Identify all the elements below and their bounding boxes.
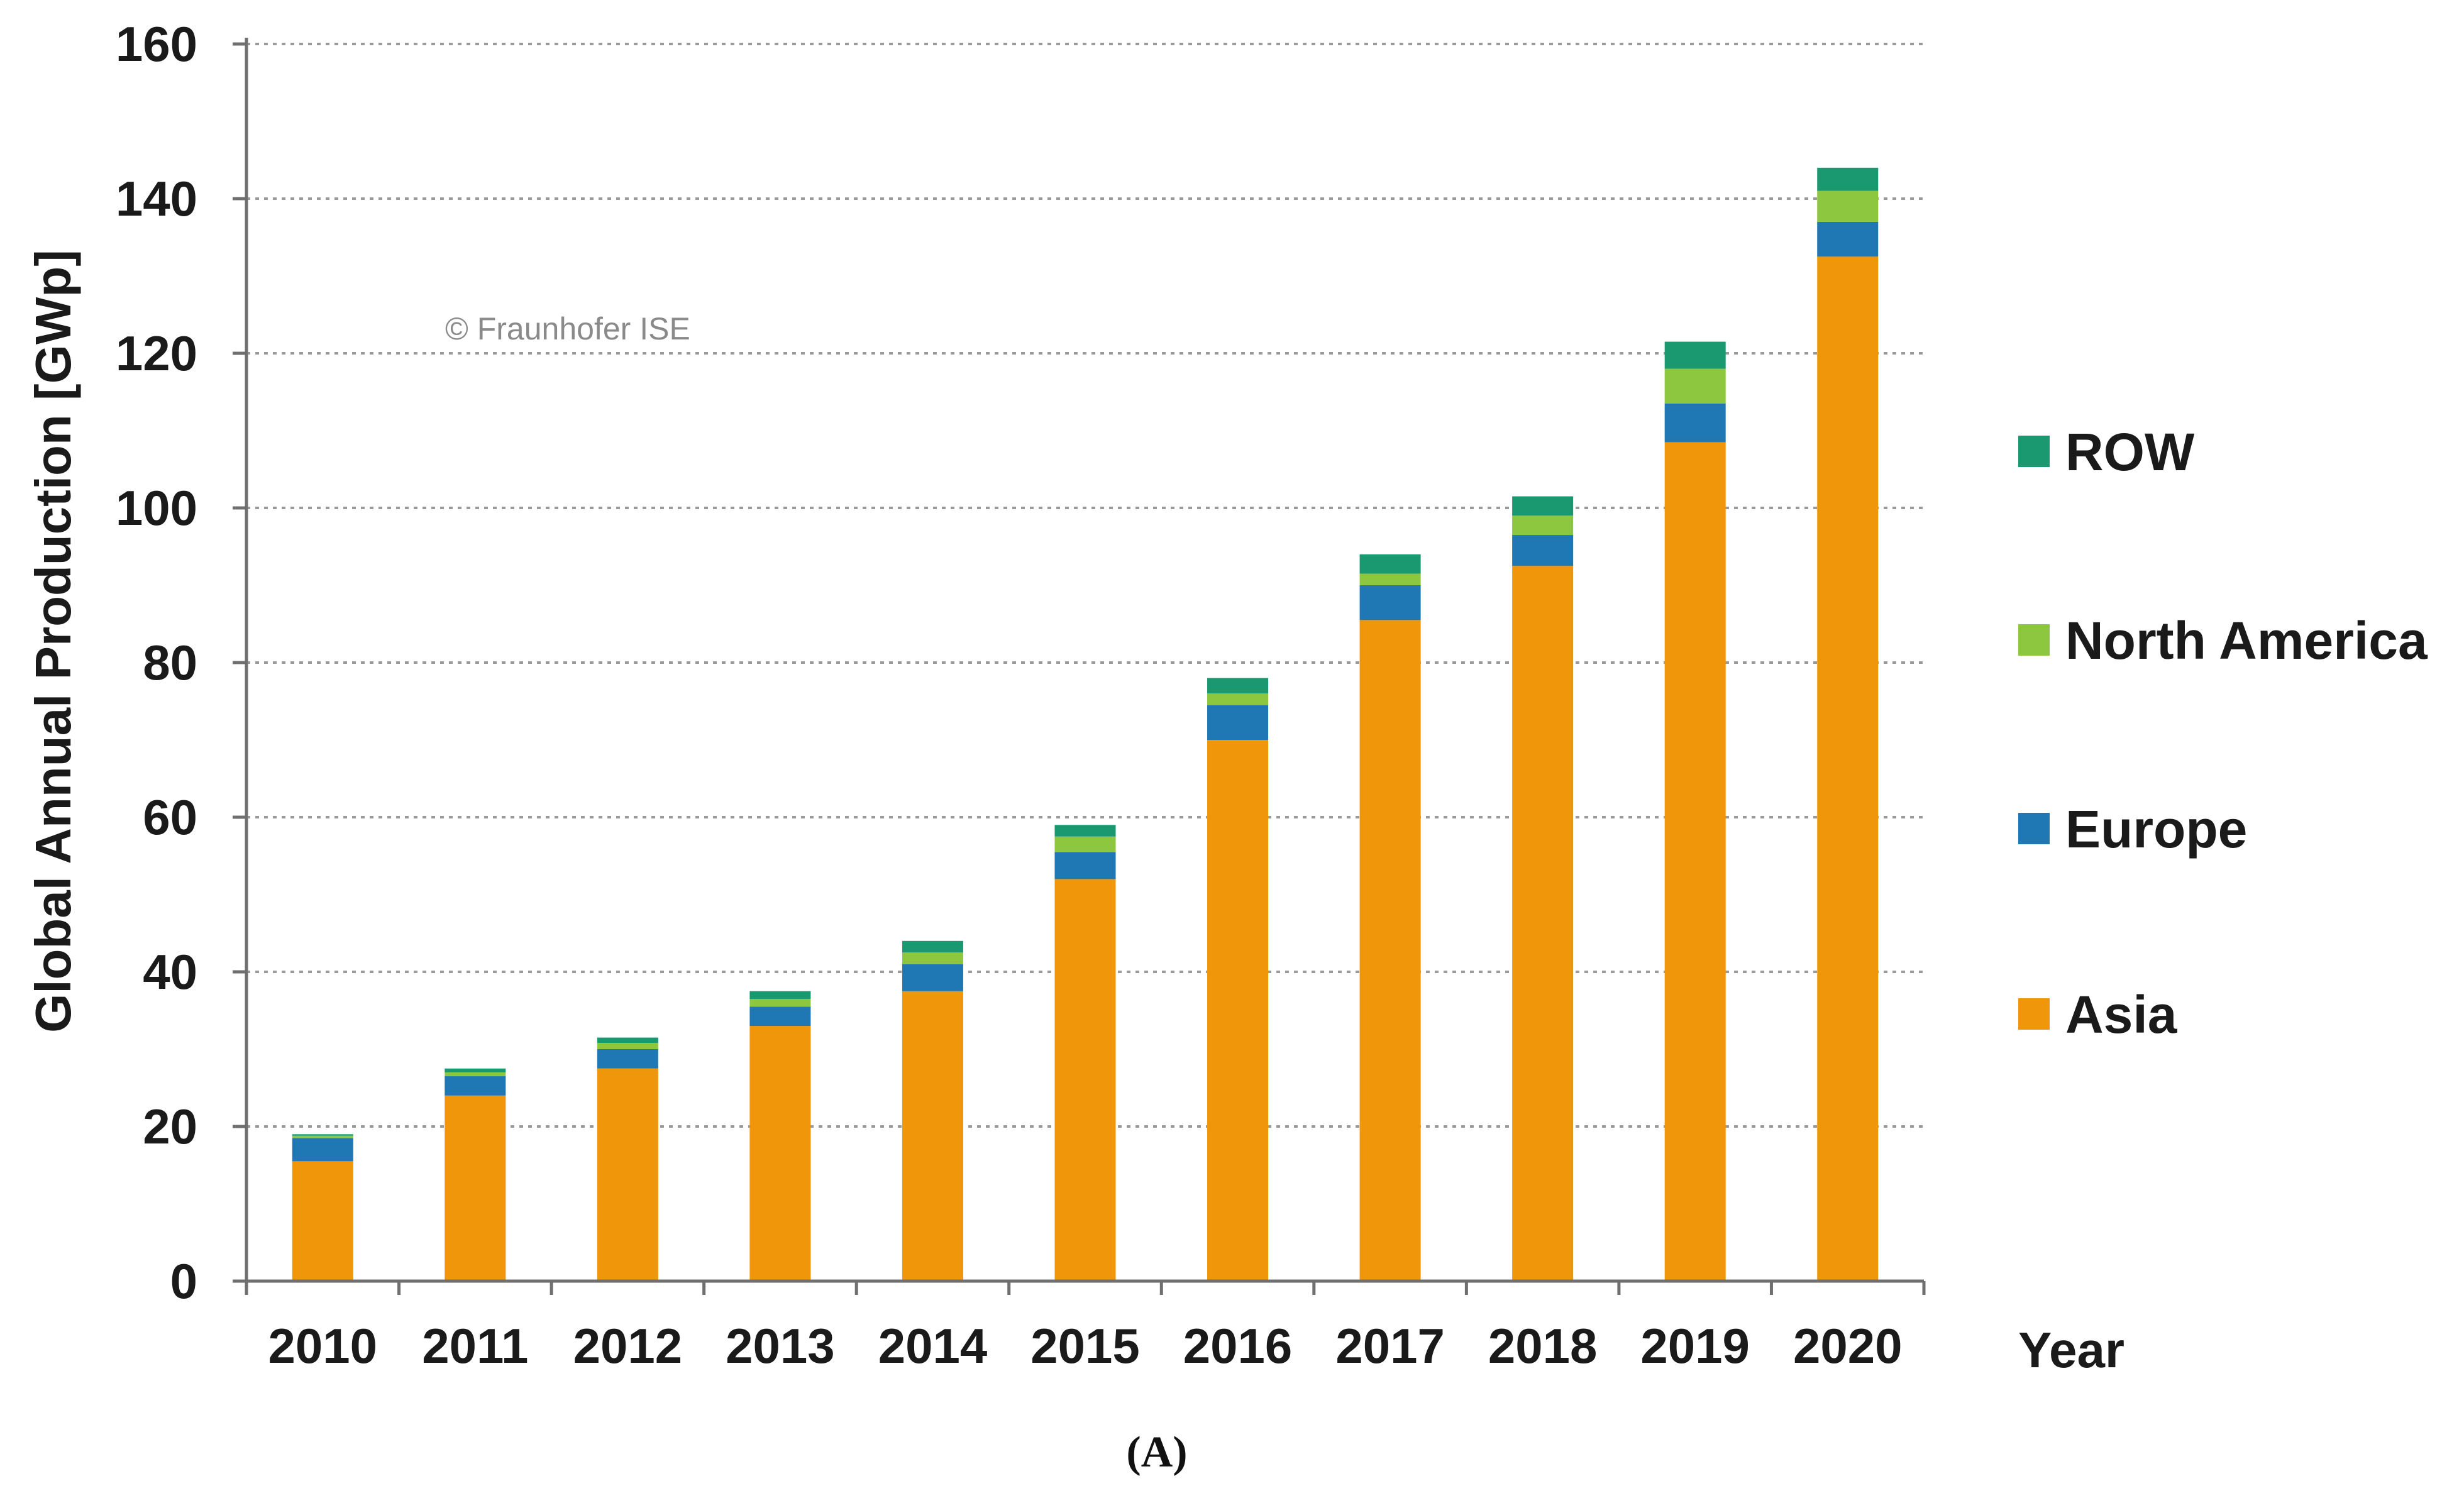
y-tick-label: 40 [143,944,197,1000]
legend-label-asia: Asia [2065,985,2178,1044]
bar-row-2011 [445,1068,506,1072]
x-tick-label: 2019 [1640,1318,1750,1374]
bar-north-america-2013 [749,999,811,1007]
bar-europe-2015 [1054,852,1116,879]
bar-north-america-2018 [1512,515,1574,536]
bar-row-2012 [597,1037,658,1044]
bar-asia-2010 [292,1161,353,1281]
legend-swatch-north-america [2018,624,2050,656]
figure-caption: (A) [1126,1428,1187,1477]
legend: ROW North America Europe Asia [2018,422,2428,1044]
x-tick-label: 2018 [1488,1318,1598,1374]
bar-europe-2013 [749,1006,811,1027]
bar-row-2016 [1207,678,1269,694]
y-tick-labels: 0 20 40 60 80 100 120 140 160 [116,16,197,1309]
bar-europe-2010 [292,1138,353,1162]
bar-asia-2019 [1664,442,1726,1282]
bar-row-2017 [1359,554,1421,574]
legend-swatch-asia [2018,998,2050,1030]
bar-asia-2015 [1054,879,1116,1281]
bar-north-america-2020 [1817,190,1879,222]
bar-row-2010 [292,1134,353,1136]
x-tick-label: 2010 [268,1318,378,1374]
y-tick-label: 20 [143,1099,197,1154]
legend-swatch-europe [2018,813,2050,844]
bar-asia-2017 [1359,620,1421,1281]
bar-north-america-2011 [445,1072,506,1077]
bars [292,167,1879,1282]
bar-europe-2019 [1664,403,1726,443]
x-tick-label: 2014 [878,1318,988,1374]
bar-europe-2020 [1817,221,1879,257]
bar-north-america-2012 [597,1043,658,1049]
bar-north-america-2014 [902,952,963,964]
bar-europe-2011 [445,1076,506,1096]
bar-north-america-2015 [1054,836,1116,852]
legend-label-row: ROW [2065,422,2195,482]
y-tick-label: 60 [143,790,197,845]
x-tick-label: 2011 [422,1318,528,1374]
bar-asia-2013 [749,1026,811,1281]
x-tick-label: 2016 [1183,1318,1293,1374]
bar-asia-2016 [1207,740,1269,1281]
bar-asia-2011 [445,1095,506,1281]
legend-label-europe: Europe [2065,800,2247,859]
x-tick-label: 2020 [1793,1318,1903,1374]
axes [245,38,1926,1295]
bar-europe-2017 [1359,585,1421,620]
x-tick-label: 2013 [726,1318,835,1374]
y-tick-label: 140 [116,171,197,226]
x-tick-label: 2012 [573,1318,683,1374]
bar-asia-2018 [1512,566,1574,1281]
legend-label-north-america: North America [2065,611,2428,670]
bar-asia-2012 [597,1068,658,1281]
bar-asia-2020 [1817,256,1879,1281]
bar-north-america-2017 [1359,573,1421,585]
y-tick-label: 80 [143,635,197,690]
watermark: © Fraunhofer ISE [445,311,690,346]
bar-row-2019 [1664,341,1726,369]
bar-asia-2014 [902,991,963,1281]
bar-europe-2016 [1207,705,1269,740]
bar-row-2014 [902,940,963,953]
x-tick-label: 2015 [1030,1318,1140,1374]
y-tick-label: 0 [170,1253,197,1309]
bar-row-2013 [749,991,811,1000]
bar-row-2015 [1054,825,1116,837]
bar-north-america-2019 [1664,368,1726,404]
y-tick-label: 120 [116,326,197,381]
bar-europe-2012 [597,1049,658,1069]
bar-row-2020 [1817,167,1879,191]
bar-north-america-2016 [1207,693,1269,705]
bar-row-2018 [1512,496,1574,516]
y-tick-label: 160 [116,16,197,72]
x-axis-title: Year [2018,1322,2124,1378]
x-tick-label: 2017 [1335,1318,1445,1374]
x-tick-labels: 2010 2011 2012 2013 2014 2015 2016 2017 2018 2019… [268,1318,1903,1374]
y-axis-title: Global Annual Production [GWp] [25,250,81,1033]
legend-swatch-row [2018,436,2050,467]
bar-north-america-2010 [292,1135,353,1138]
y-tick-label: 100 [116,480,197,536]
bar-europe-2014 [902,964,963,991]
bar-europe-2018 [1512,535,1574,566]
